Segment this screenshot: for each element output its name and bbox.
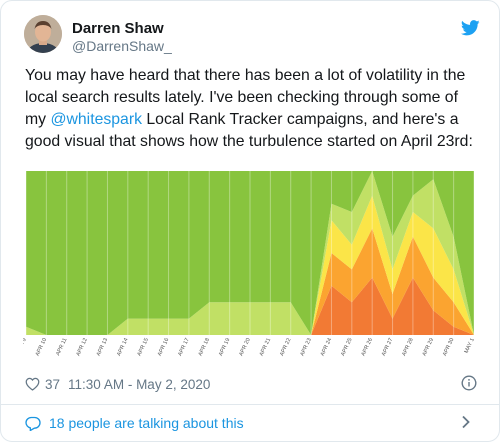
x-tick-label: APR 10 bbox=[35, 337, 48, 357]
area-series-1 bbox=[26, 277, 474, 335]
x-tick-label: APR 27 bbox=[381, 337, 394, 357]
area-series-2 bbox=[26, 228, 474, 335]
conversation-link-label: 18 people are talking about this bbox=[49, 415, 244, 431]
heart-icon[interactable] bbox=[25, 377, 40, 391]
author-name[interactable]: Darren Shaw bbox=[72, 20, 164, 37]
info-icon[interactable] bbox=[461, 375, 477, 394]
x-tick-label: APR 18 bbox=[198, 337, 211, 357]
conversation-link[interactable]: 18 people are talking about this bbox=[25, 414, 477, 432]
x-tick-label: APR 13 bbox=[96, 337, 109, 357]
x-tick-label: APR 28 bbox=[401, 337, 414, 357]
x-tick-label: APR 19 bbox=[218, 337, 231, 357]
speech-bubble-icon bbox=[25, 416, 41, 431]
tweet-meta: 37 11:30 AM - May 2, 2020 bbox=[25, 374, 477, 394]
x-tick-label: APR 12 bbox=[75, 337, 88, 357]
x-tick-label: APR 24 bbox=[320, 337, 333, 357]
like-count[interactable]: 37 bbox=[45, 376, 61, 392]
chevron-right-icon[interactable] bbox=[461, 415, 471, 432]
author-handle[interactable]: @DarrenShaw_ bbox=[72, 38, 172, 54]
tweet-text: You may have heard that there has been a… bbox=[25, 65, 477, 153]
tweet-timestamp[interactable]: 11:30 AM - May 2, 2020 bbox=[68, 376, 211, 392]
x-tick-label: APR 25 bbox=[340, 337, 353, 357]
chart-svg: APR 9 APR 10 APR 11 APR 12 APR 13 APR 14 APR 1… bbox=[16, 171, 476, 357]
twitter-bird-icon[interactable] bbox=[460, 20, 480, 41]
x-tick-label: APR 26 bbox=[361, 337, 374, 357]
x-tick-label: APR 11 bbox=[55, 337, 68, 356]
x-tick-label: APR 16 bbox=[157, 337, 170, 357]
x-tick-label: APR 17 bbox=[177, 337, 190, 357]
x-tick-label: APR 23 bbox=[299, 337, 312, 357]
divider bbox=[1, 404, 499, 405]
avatar-photo bbox=[24, 15, 62, 53]
avatar[interactable] bbox=[24, 15, 62, 53]
x-tick-label: APR 21 bbox=[259, 337, 272, 357]
mention-link[interactable]: @whitespark bbox=[50, 111, 142, 128]
x-tick-label: APR 15 bbox=[137, 337, 150, 357]
tweet-text-part-2: Local Rank Tracker campaigns, and here's… bbox=[25, 111, 473, 150]
rank-volatility-chart[interactable]: APR 9 APR 10 APR 11 APR 12 APR 13 APR 14 APR 1… bbox=[16, 169, 477, 359]
x-tick-label: MAY 1 bbox=[464, 337, 476, 354]
x-tick-label: APR 9 bbox=[23, 337, 28, 354]
x-tick-label: APR 22 bbox=[279, 337, 292, 357]
x-tick-label: APR 30 bbox=[442, 337, 455, 357]
x-tick-label: APR 29 bbox=[422, 337, 435, 357]
area-series-3 bbox=[26, 195, 474, 335]
area-series-4 bbox=[26, 171, 474, 335]
x-tick-label: APR 14 bbox=[116, 337, 129, 357]
tweet-text-part-1: You may have heard that there has been a… bbox=[25, 67, 466, 128]
x-tick-label: APR 20 bbox=[238, 337, 251, 357]
area-series-5 bbox=[26, 171, 474, 335]
